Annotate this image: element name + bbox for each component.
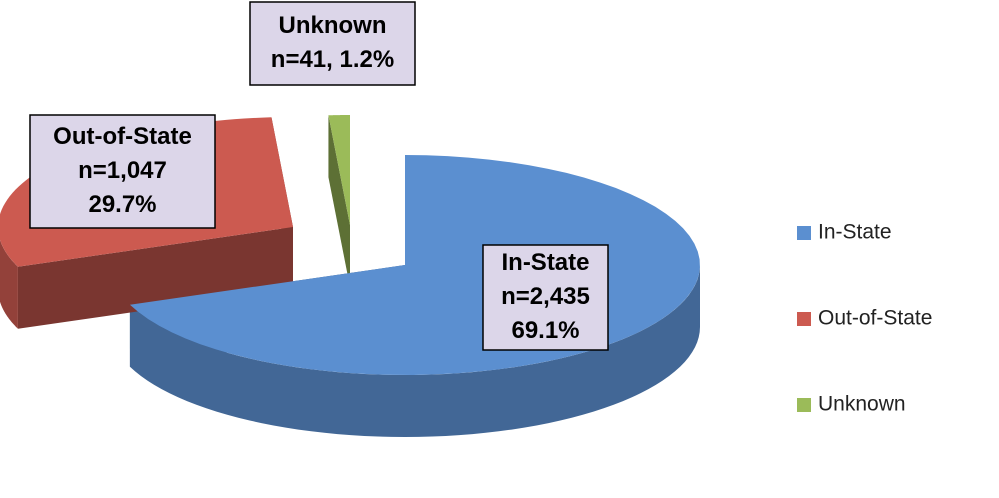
data-label: 29.7% [88,191,156,218]
legend-label: Out-of-State [818,307,932,330]
data-label: n=41, 1.2% [271,46,394,73]
legend: In-State Out-of-State Unknown [797,221,932,416]
slice [328,115,350,225]
data-label: n=2,435 [501,283,590,310]
legend-label: Unknown [818,393,906,416]
slice-side [0,239,18,329]
legend-swatch [797,312,811,326]
slice-side [129,265,701,437]
legend-swatch [797,226,811,240]
legend-swatch [797,398,811,412]
slice-side [328,115,350,287]
slice-side [17,227,293,329]
data-label: 69.1% [511,317,579,344]
data-label: n=1,047 [78,157,167,184]
data-label: Unknown [279,12,387,39]
label-box [29,114,216,229]
label-box [249,1,416,86]
data-label: In-State [501,249,589,276]
data-label: Out-of-State [53,123,192,150]
legend-label: In-State [818,221,892,244]
label-box [482,244,609,351]
